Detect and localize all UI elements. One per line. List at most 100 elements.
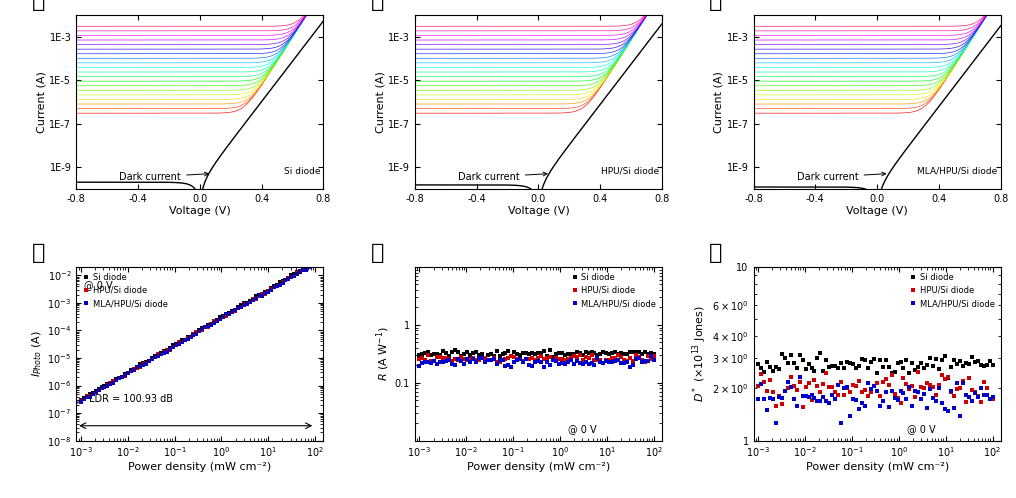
MLA/HPU/Si diode [793, 374, 806, 380]
HPU/Si diode [597, 360, 610, 366]
Si diode [915, 360, 928, 366]
MLA/HPU/Si diode [648, 357, 660, 363]
HPU/Si diode [309, 259, 321, 265]
Text: Dark current: Dark current [797, 172, 886, 182]
Si diode [226, 308, 238, 314]
Text: 가: 가 [31, 0, 45, 11]
HPU/Si diode [553, 356, 565, 362]
X-axis label: Voltage (V): Voltage (V) [846, 206, 908, 216]
Line: Si diode: Si diode [418, 349, 655, 361]
Text: Dark current: Dark current [120, 172, 208, 182]
HPU/Si diode [648, 354, 660, 360]
Line: Si diode: Si diode [79, 261, 317, 401]
HPU/Si diode [517, 358, 529, 364]
MLA/HPU/Si diode [235, 304, 247, 310]
Text: 나: 나 [371, 0, 384, 11]
Line: MLA/HPU/Si diode: MLA/HPU/Si diode [79, 261, 317, 403]
HPU/Si diode [226, 309, 238, 315]
MLA/HPU/Si diode [645, 353, 657, 359]
MLA/HPU/Si diode [897, 390, 909, 396]
HPU/Si diode [179, 337, 191, 343]
Si diode [479, 356, 491, 362]
HPU/Si diode [912, 369, 925, 375]
HPU/Si diode [585, 352, 597, 358]
X-axis label: Voltage (V): Voltage (V) [169, 206, 231, 216]
MLA/HPU/Si diode [909, 388, 922, 394]
MLA/HPU/Si diode [414, 363, 426, 369]
Si diode [579, 349, 591, 355]
MLA/HPU/Si diode [226, 309, 238, 315]
MLA/HPU/Si diode [621, 360, 633, 366]
MLA/HPU/Si diode [282, 276, 295, 282]
MLA/HPU/Si diode [553, 361, 565, 367]
HPU/Si diode [965, 386, 977, 392]
MLA/HPU/Si diode [965, 398, 977, 404]
HPU/Si diode [894, 400, 906, 406]
X-axis label: Power density (mW cm⁻²): Power density (mW cm⁻²) [806, 462, 949, 472]
Text: 라: 라 [31, 244, 45, 263]
HPU/Si diode [987, 396, 999, 402]
MLA/HPU/Si diode [987, 394, 999, 400]
Si diode [571, 349, 583, 355]
Text: 바: 바 [709, 244, 722, 263]
Text: 마: 마 [371, 244, 384, 263]
MLA/HPU/Si diode [752, 396, 764, 402]
Legend: Si diode, HPU/Si diode, MLA/HPU/Si diode: Si diode, HPU/Si diode, MLA/HPU/Si diode [907, 271, 997, 310]
Si diode [214, 314, 227, 320]
Text: @ 0 V: @ 0 V [907, 424, 936, 434]
Line: MLA/HPU/Si diode: MLA/HPU/Si diode [756, 375, 995, 425]
MLA/HPU/Si diode [179, 337, 191, 343]
HPU/Si diode [556, 356, 568, 362]
Text: @ 0 V: @ 0 V [568, 424, 596, 434]
Si diode [942, 374, 954, 380]
HPU/Si diode [897, 375, 909, 381]
HPU/Si diode [918, 384, 931, 390]
HPU/Si diode [627, 359, 639, 365]
HPU/Si diode [797, 404, 809, 410]
Legend: Si diode, HPU/Si diode, MLA/HPU/Si diode: Si diode, HPU/Si diode, MLA/HPU/Si diode [569, 271, 658, 310]
MLA/HPU/Si diode [565, 357, 577, 363]
MLA/HPU/Si diode [517, 359, 529, 365]
Line: HPU/Si diode: HPU/Si diode [418, 353, 655, 365]
Y-axis label: $I_{Photo}$ (A): $I_{Photo}$ (A) [30, 331, 45, 377]
MLA/HPU/Si diode [217, 314, 230, 320]
HPU/Si diode [859, 387, 871, 393]
Si diode [648, 351, 660, 357]
MLA/HPU/Si diode [556, 360, 568, 366]
MLA/HPU/Si diode [74, 399, 86, 405]
HPU/Si diode [282, 275, 295, 281]
Legend: Si diode, HPU/Si diode, MLA/HPU/Si diode: Si diode, HPU/Si diode, MLA/HPU/Si diode [80, 271, 170, 310]
Text: LDR = 100.93 dB: LDR = 100.93 dB [88, 394, 173, 404]
HPU/Si diode [565, 355, 577, 361]
Si diode [752, 361, 764, 367]
Si diode [814, 351, 826, 357]
Si diode [627, 349, 639, 355]
HPU/Si diode [217, 314, 230, 320]
Text: MLA/HPU/Si diode: MLA/HPU/Si diode [917, 167, 998, 176]
Y-axis label: $R$ (A W$^{-1}$): $R$ (A W$^{-1}$) [374, 326, 392, 381]
MLA/HPU/Si diode [918, 391, 931, 397]
Si diode [309, 260, 321, 266]
HPU/Si diode [74, 398, 86, 404]
Text: @ 0 V: @ 0 V [83, 280, 112, 290]
MLA/HPU/Si diode [862, 380, 874, 386]
X-axis label: Power density (mW cm⁻²): Power density (mW cm⁻²) [467, 462, 610, 472]
Text: HPU/Si diode: HPU/Si diode [600, 167, 659, 176]
Si diode [235, 302, 247, 308]
Si diode [894, 359, 906, 365]
HPU/Si diode [214, 316, 227, 322]
Y-axis label: Current (A): Current (A) [375, 71, 385, 133]
Si diode [74, 397, 86, 403]
Text: 다: 다 [709, 0, 722, 11]
HPU/Si diode [235, 304, 247, 310]
Line: MLA/HPU/Si diode: MLA/HPU/Si diode [418, 354, 655, 369]
Line: HPU/Si diode: HPU/Si diode [79, 261, 317, 403]
HPU/Si diode [414, 356, 426, 362]
Si diode [562, 351, 574, 357]
Y-axis label: $D^*$ ($\times$10$^{13}$ Jones): $D^*$ ($\times$10$^{13}$ Jones) [691, 305, 709, 402]
Si diode [282, 274, 295, 280]
X-axis label: Voltage (V): Voltage (V) [508, 206, 569, 216]
Si diode [414, 352, 426, 358]
MLA/HPU/Si diode [309, 260, 321, 266]
Si diode [559, 352, 571, 358]
